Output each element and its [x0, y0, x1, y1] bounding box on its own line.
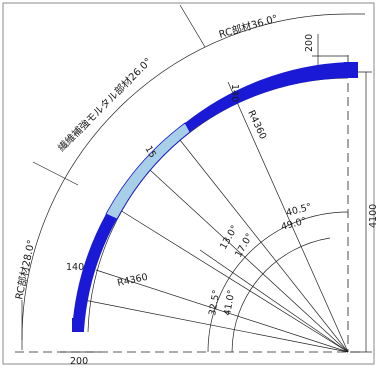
fiber-label: 繊維補強モルタル部材26.0°: [55, 55, 154, 154]
left-thickness-text: 140: [66, 262, 84, 273]
outer-dimension-arc: [21, 13, 349, 341]
segment-tick-top: [179, 4, 206, 48]
bottom-width-text: 200: [70, 356, 88, 367]
drawing-frame: [2, 2, 375, 365]
angle-325-text: 32.5°: [207, 289, 222, 316]
radius-lower-text: R4360: [116, 272, 148, 289]
rc-member-end: [344, 62, 358, 78]
rc-left-label: RC部材28.0°: [12, 239, 37, 301]
segment-tick-left: [32, 161, 79, 186]
rc-member-top: [185, 62, 348, 132]
rc-member-foot: [72, 318, 84, 332]
height-text: 4100: [368, 204, 377, 228]
radial-lines: [83, 81, 349, 353]
top-thickness-text: 140: [229, 84, 240, 102]
angle-arc-outer: [231, 237, 331, 353]
splice-text: 15: [142, 144, 158, 160]
angle-410-text: 41.0°: [222, 289, 237, 316]
rc-member-left: [72, 214, 117, 330]
rc-top-label: RC部材36.0°: [217, 12, 279, 41]
angle-arc-inner: [207, 211, 349, 353]
radius-upper-text: R4360: [245, 109, 268, 142]
top-width-text: 200: [304, 34, 315, 52]
fiber-member: [105, 122, 191, 220]
